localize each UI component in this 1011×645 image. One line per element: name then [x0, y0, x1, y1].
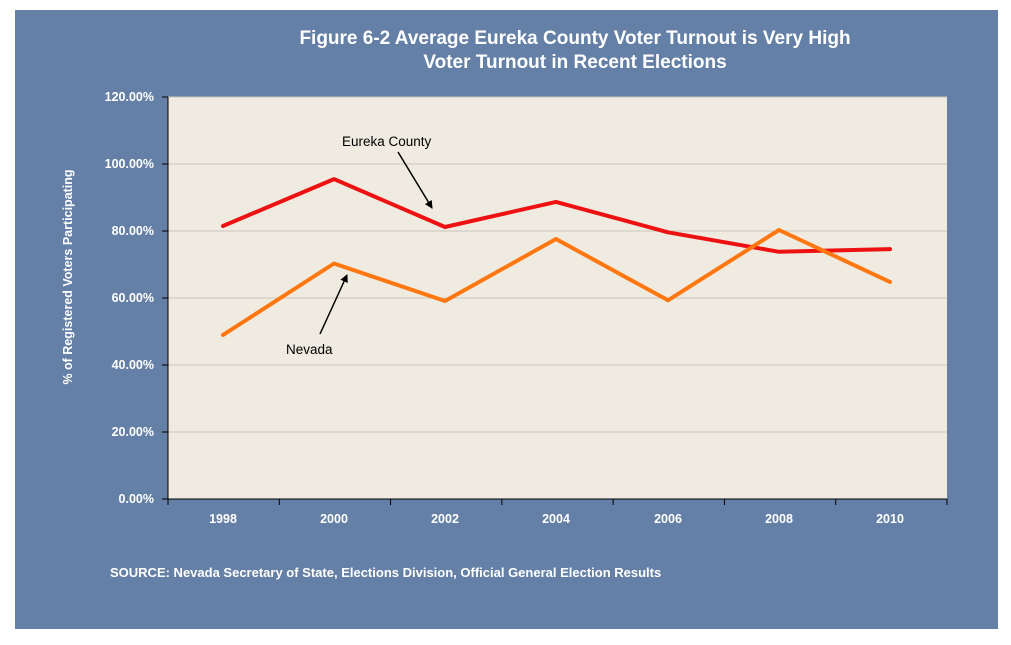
y-tick-label: 40.00%: [112, 358, 154, 372]
chart-subtitle: Voter Turnout in Recent Elections: [423, 52, 726, 73]
x-tick-labels: 1998 2000 2002 2004 2006 2008 2010: [209, 512, 904, 526]
annotation-arrow: [397, 151, 433, 209]
axes: [162, 96, 948, 505]
y-tick-label: 80.00%: [112, 224, 154, 238]
source-note: SOURCE: Nevada Secretary of State, Elect…: [110, 565, 661, 580]
annotation-label: Eureka County: [342, 134, 432, 149]
annotation-arrow: [319, 274, 348, 335]
annotations: Eureka County Nevada: [286, 134, 433, 357]
y-tick-labels: 0.00% 20.00% 40.00% 60.00% 80.00% 100.00% 120.…: [105, 90, 154, 506]
y-tick-label: 20.00%: [112, 425, 154, 439]
y-tick-label: 60.00%: [112, 291, 154, 305]
y-tick-label: 120.00%: [105, 90, 154, 104]
y-axis-label: % of Registered Voters Participating: [61, 169, 75, 384]
x-tick-label: 2000: [320, 512, 348, 526]
series-line-0: [221, 177, 892, 254]
y-tick-label: 0.00%: [119, 492, 154, 506]
y-tick-label: 100.00%: [105, 157, 154, 171]
series-lines: [221, 177, 892, 337]
series-line-1: [221, 228, 892, 337]
x-tick-label: 2008: [765, 512, 793, 526]
x-tick-label: 2004: [542, 512, 570, 526]
x-tick-label: 2010: [876, 512, 904, 526]
annotation-label: Nevada: [286, 342, 333, 357]
x-tick-label: 2006: [654, 512, 682, 526]
x-tick-label: 2002: [431, 512, 459, 526]
x-tick-label: 1998: [209, 512, 237, 526]
gridlines: [168, 96, 947, 433]
chart-title: Figure 6-2 Average Eureka County Voter T…: [299, 28, 850, 49]
